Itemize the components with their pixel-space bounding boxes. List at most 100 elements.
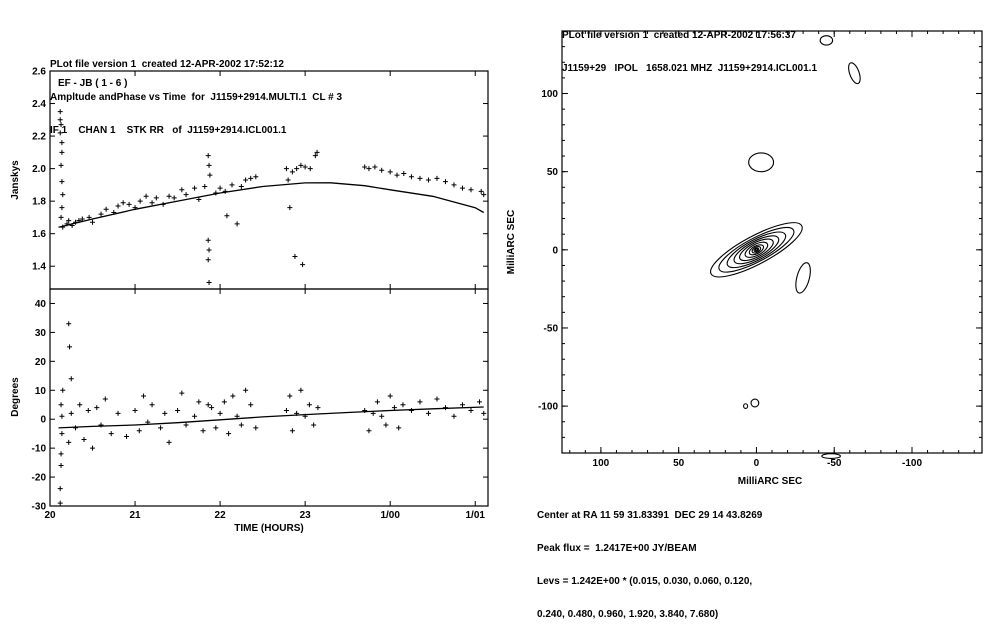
phase-point — [459, 402, 465, 408]
map-ytick-label: 100 — [541, 89, 558, 100]
phase-frame — [49, 288, 489, 507]
amplitude-point — [120, 200, 126, 206]
amplitude-point — [292, 253, 298, 259]
phase-point — [417, 399, 423, 405]
phase-point — [298, 387, 304, 393]
footer-levels-2: 0.240, 0.480, 0.960, 1.920, 3.840, 7.680… — [537, 609, 719, 620]
amplitude-point — [362, 164, 368, 170]
phase-point — [132, 408, 138, 414]
phase-point — [396, 425, 402, 431]
amplitude-point — [205, 257, 211, 263]
amplitude-point — [196, 197, 202, 203]
baseline-label: EF - JB ( 1 - 6 ) — [58, 78, 127, 89]
time-xlabel: TIME (HOURS) — [234, 523, 303, 534]
phase-point — [192, 413, 198, 419]
phase-point — [108, 431, 114, 437]
amplitude-point — [205, 237, 211, 243]
left-header: PLot file version 1 created 12-APR-2002 … — [50, 37, 342, 147]
phase-point — [85, 408, 91, 414]
amplitude-point — [283, 166, 289, 172]
amplitude-point — [238, 184, 244, 190]
phase-point — [230, 393, 236, 399]
phase-point — [468, 408, 474, 414]
amplitude-point — [57, 117, 63, 123]
amplitude-point — [59, 140, 65, 146]
phase-point — [221, 399, 227, 405]
amplitude-point — [459, 185, 465, 191]
amplitude-point — [90, 219, 96, 225]
phase-point — [179, 390, 185, 396]
amplitude-point — [294, 166, 300, 172]
amplitude-point — [160, 201, 166, 207]
amplitude-ytick-label: 2.6 — [32, 67, 46, 78]
contour-line — [744, 241, 769, 258]
phase-point — [434, 396, 440, 402]
amplitude-point — [59, 149, 65, 155]
phase-point — [124, 434, 130, 440]
phase-point — [136, 428, 142, 434]
amplitude-point — [217, 185, 223, 191]
phase-ytick-label: 30 — [35, 328, 47, 339]
phase-point — [145, 419, 151, 425]
phase-point — [60, 387, 66, 393]
amplitude-point — [379, 167, 385, 173]
phase-point — [283, 408, 289, 414]
map-xtick-label: 0 — [754, 458, 760, 469]
amplitude-point — [60, 224, 66, 230]
phase-point — [81, 436, 87, 442]
footer-levels-1: Levs = 1.242E+00 * (0.015, 0.030, 0.060,… — [537, 576, 753, 587]
amplitude-point — [425, 177, 431, 183]
phase-point — [98, 422, 104, 428]
phase-point — [374, 399, 380, 405]
amplitude-point — [103, 206, 109, 212]
phase-point — [248, 402, 254, 408]
phase-point — [141, 393, 147, 399]
amplitude-point — [206, 279, 212, 285]
map-ytick-label: 0 — [552, 245, 558, 256]
phase-point — [287, 393, 293, 399]
contour-line — [819, 35, 834, 46]
amplitude-point — [64, 221, 70, 227]
phase-point — [370, 410, 376, 416]
phase-point — [162, 410, 168, 416]
phase-ytick-label: 20 — [35, 357, 47, 368]
amplitude-point — [478, 188, 484, 194]
amplitude-point — [307, 166, 313, 172]
phase-point — [408, 408, 414, 414]
right-header-line-1: PLot file version 1 created 12-APR-2002 … — [562, 30, 796, 41]
amplitude-point — [289, 169, 295, 175]
phase-point — [311, 422, 317, 428]
phase-point — [243, 387, 249, 393]
amplitude-point — [60, 192, 66, 198]
contour-line — [710, 222, 803, 278]
amplitude-point — [73, 219, 79, 225]
phase-point — [476, 399, 482, 405]
amplitude-point — [387, 169, 393, 175]
amplitude-point — [285, 177, 291, 183]
amplitude-point — [394, 172, 400, 178]
amplitude-point — [314, 149, 320, 155]
amplitude-point — [79, 216, 85, 222]
amplitude-ytick-label: 2.4 — [32, 99, 46, 110]
amplitude-point — [434, 175, 440, 181]
phase-point — [442, 405, 448, 411]
contour-line — [748, 152, 775, 173]
phase-point — [68, 376, 74, 382]
phase-point — [306, 402, 312, 408]
amplitude-point — [143, 193, 149, 199]
amplitude-point — [57, 109, 63, 115]
phase-point — [451, 413, 457, 419]
phase-point — [158, 425, 164, 431]
amplitude-point — [248, 175, 254, 181]
phase-point — [57, 486, 63, 492]
phase-ytick-label: -30 — [32, 502, 47, 513]
phase-point — [387, 393, 393, 399]
amplitude-point — [76, 218, 82, 224]
phase-ytick-label: 0 — [40, 415, 46, 426]
map-xtick-label: -50 — [827, 458, 842, 469]
plots-canvas: 1.41.61.82.02.22.42.6 EF - JB ( 1 - 6 ) … — [10, 30, 983, 534]
phase-xtick-label: 23 — [300, 510, 312, 521]
amplitude-point — [468, 187, 474, 193]
phase-xtick-label: 21 — [129, 510, 141, 521]
